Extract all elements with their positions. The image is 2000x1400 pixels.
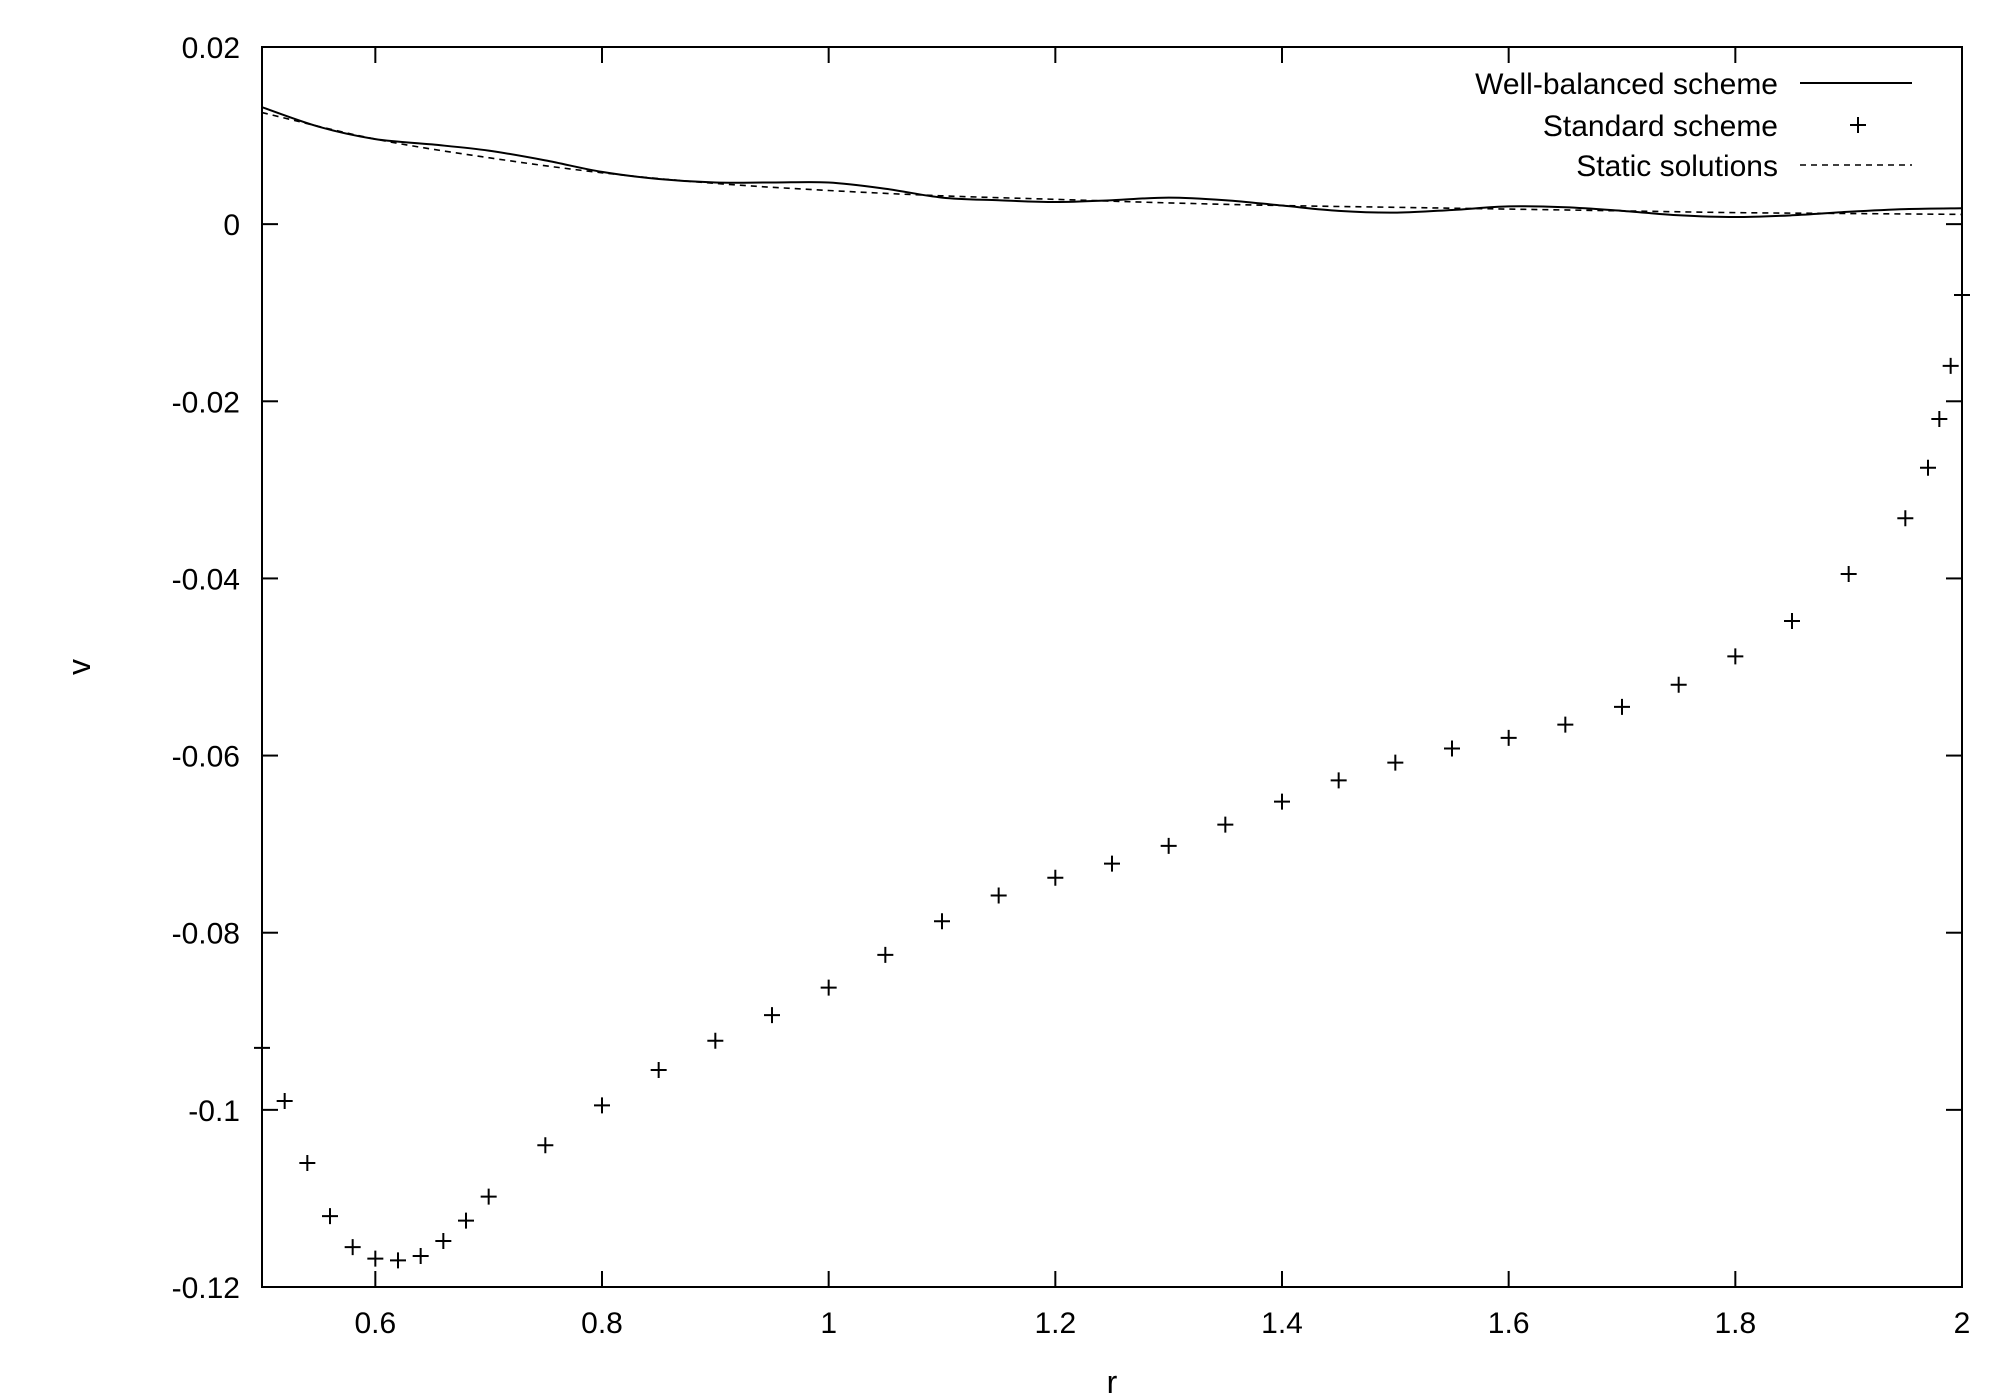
series-line-well-balanced-scheme: [261, 106, 1963, 219]
x-axis-label: r: [1107, 1364, 1118, 1400]
standard-scheme-point: [1160, 837, 1177, 854]
legend: Well-balanced scheme Standard scheme Stati…: [1475, 68, 1912, 183]
y-axis-label: v: [61, 659, 97, 675]
series-standard-scheme: [254, 287, 1970, 1269]
legend-label-static-solutions: Static solutions: [1576, 150, 1778, 183]
standard-scheme-point: [1784, 612, 1800, 629]
standard-scheme-point: [1500, 729, 1517, 746]
standard-scheme-point: [764, 1007, 780, 1024]
y-tick-label: -0.06: [172, 741, 240, 774]
standard-scheme-point: [1840, 566, 1857, 582]
standard-scheme-point: [707, 1032, 724, 1049]
standard-scheme-point: [322, 1208, 338, 1225]
y-tick-label: -0.12: [172, 1272, 240, 1305]
legend-label-well-balanced-scheme: Well-balanced scheme: [1475, 68, 1778, 101]
standard-scheme-point: [367, 1250, 384, 1267]
standard-scheme-point: [1670, 676, 1687, 693]
y-tick-label: -0.1: [188, 1095, 240, 1128]
standard-scheme-point: [276, 1093, 293, 1109]
standard-scheme-point: [594, 1097, 610, 1114]
standard-scheme-point: [1614, 698, 1630, 715]
x-tick-label: 0.6: [354, 1307, 396, 1340]
x-tick-label: 1.2: [1034, 1307, 1076, 1340]
x-tick-label: 1.4: [1261, 1307, 1303, 1340]
standard-scheme-point: [299, 1155, 316, 1171]
standard-scheme-point: [412, 1248, 429, 1264]
standard-scheme-point: [934, 913, 950, 930]
y-axis-ticks: 0.02 0 -0.02 -0.04 -0.06 -0.08 -0.1 -0.12: [172, 32, 1962, 1305]
standard-scheme-point: [1942, 357, 1959, 374]
legend-key-standard-scheme: [1850, 117, 1866, 133]
standard-scheme-point: [1217, 816, 1234, 833]
legend-label-standard-scheme: Standard scheme: [1543, 110, 1778, 143]
y-tick-label: 0: [223, 209, 240, 242]
x-tick-label: 0.8: [581, 1307, 623, 1340]
standard-scheme-point: [1104, 855, 1120, 872]
y-tick-label: 0.02: [182, 32, 240, 65]
plot-series: [254, 106, 1970, 1269]
x-tick-label: 1.6: [1488, 1307, 1530, 1340]
standard-scheme-point: [877, 946, 894, 963]
standard-scheme-point: [435, 1232, 452, 1249]
standard-scheme-point: [458, 1212, 474, 1229]
standard-scheme-point: [1920, 459, 1936, 476]
standard-scheme-point: [990, 887, 1007, 904]
x-axis-ticks: 0.6 0.8 1 1.2 1.4 1.6 1.8 2: [354, 47, 1970, 1340]
standard-scheme-point: [1330, 772, 1347, 789]
standard-scheme-point: [820, 979, 837, 996]
standard-scheme-point: [1444, 740, 1460, 757]
series-line-static-solutions: [261, 111, 1963, 216]
x-tick-label: 2: [1954, 1307, 1971, 1340]
standard-scheme-point: [1274, 793, 1290, 810]
x-tick-label: 1.8: [1714, 1307, 1756, 1340]
standard-scheme-point: [344, 1239, 361, 1256]
y-tick-label: -0.02: [172, 386, 240, 419]
standard-scheme-point: [390, 1252, 406, 1269]
y-tick-label: -0.08: [172, 918, 240, 951]
standard-scheme-point: [1727, 648, 1744, 665]
plot-frame: [261, 46, 1963, 1288]
standard-scheme-point: [650, 1062, 667, 1078]
standard-scheme-point: [1557, 716, 1574, 733]
standard-scheme-point: [1931, 411, 1948, 427]
x-tick-label: 1: [820, 1307, 837, 1340]
y-tick-label: -0.04: [172, 563, 240, 596]
standard-scheme-point: [1897, 510, 1914, 527]
standard-scheme-point: [480, 1188, 497, 1205]
standard-scheme-point: [1047, 869, 1064, 886]
standard-scheme-point: [1387, 754, 1404, 771]
standard-scheme-point: [537, 1137, 554, 1154]
